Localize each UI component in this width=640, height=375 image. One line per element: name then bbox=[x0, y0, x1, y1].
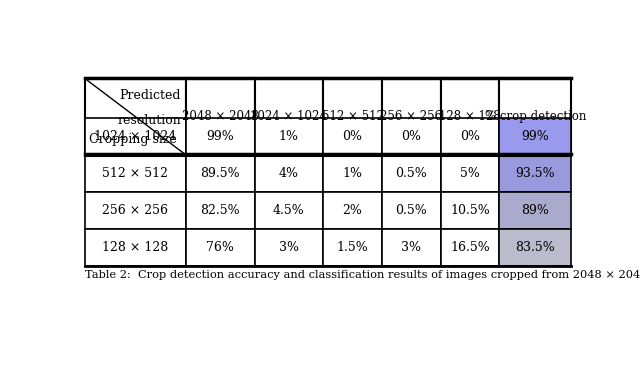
Bar bbox=[499, 78, 572, 155]
Bar bbox=[84, 118, 186, 155]
Text: 89.5%: 89.5% bbox=[200, 167, 240, 180]
Bar bbox=[84, 78, 186, 155]
Bar bbox=[499, 229, 572, 266]
Bar bbox=[186, 78, 255, 155]
Bar bbox=[382, 229, 441, 266]
Text: 128 × 128: 128 × 128 bbox=[439, 110, 501, 123]
Text: Predicted: Predicted bbox=[120, 89, 181, 102]
Bar bbox=[84, 192, 186, 229]
Text: resolution: resolution bbox=[118, 114, 181, 126]
Text: 3%: 3% bbox=[279, 241, 299, 254]
Text: 0%: 0% bbox=[342, 130, 362, 143]
Text: 2048 × 2048: 2048 × 2048 bbox=[182, 110, 259, 123]
Text: 5%: 5% bbox=[460, 167, 480, 180]
Bar bbox=[255, 155, 323, 192]
Bar bbox=[441, 192, 499, 229]
Bar bbox=[186, 192, 255, 229]
Bar bbox=[499, 118, 572, 155]
Text: 10.5%: 10.5% bbox=[450, 204, 490, 217]
Bar bbox=[499, 192, 572, 229]
Bar bbox=[441, 118, 499, 155]
Bar bbox=[84, 155, 186, 192]
Text: 256 × 256: 256 × 256 bbox=[102, 204, 168, 217]
Text: 93.5%: 93.5% bbox=[516, 167, 556, 180]
Bar bbox=[255, 78, 323, 155]
Text: 4%: 4% bbox=[279, 167, 299, 180]
Text: 4.5%: 4.5% bbox=[273, 204, 305, 217]
Bar bbox=[323, 78, 382, 155]
Text: 76%: 76% bbox=[206, 241, 234, 254]
Bar bbox=[382, 78, 441, 155]
Text: 0%: 0% bbox=[401, 130, 421, 143]
Text: 83.5%: 83.5% bbox=[516, 241, 556, 254]
Bar bbox=[441, 78, 499, 155]
Text: 82.5%: 82.5% bbox=[200, 204, 240, 217]
Bar bbox=[382, 118, 441, 155]
Bar bbox=[499, 155, 572, 192]
Text: 2%: 2% bbox=[342, 204, 362, 217]
Text: 1%: 1% bbox=[279, 130, 299, 143]
Text: 1024 × 1024: 1024 × 1024 bbox=[250, 110, 327, 123]
Text: % crop detection: % crop detection bbox=[484, 110, 586, 123]
Text: 0.5%: 0.5% bbox=[396, 204, 427, 217]
Text: Cropping size: Cropping size bbox=[90, 133, 177, 146]
Bar bbox=[323, 192, 382, 229]
Text: 3%: 3% bbox=[401, 241, 421, 254]
Text: Table 2:  Crop detection accuracy and classification results of images cropped f: Table 2: Crop detection accuracy and cla… bbox=[84, 270, 640, 280]
Bar bbox=[441, 229, 499, 266]
Text: 1.5%: 1.5% bbox=[337, 241, 369, 254]
Bar bbox=[323, 118, 382, 155]
Bar bbox=[255, 229, 323, 266]
Text: 512 × 512: 512 × 512 bbox=[102, 167, 168, 180]
Bar bbox=[186, 155, 255, 192]
Bar bbox=[323, 155, 382, 192]
Text: 99%: 99% bbox=[206, 130, 234, 143]
Bar bbox=[186, 229, 255, 266]
Bar bbox=[382, 192, 441, 229]
Text: 89%: 89% bbox=[522, 204, 549, 217]
Text: 256 × 256: 256 × 256 bbox=[380, 110, 442, 123]
Text: 1024 × 1024: 1024 × 1024 bbox=[94, 130, 177, 143]
Bar bbox=[323, 229, 382, 266]
Text: 0.5%: 0.5% bbox=[396, 167, 427, 180]
Bar bbox=[382, 155, 441, 192]
Text: 1%: 1% bbox=[342, 167, 362, 180]
Text: 16.5%: 16.5% bbox=[450, 241, 490, 254]
Text: 512 × 512: 512 × 512 bbox=[321, 110, 383, 123]
Text: 128 × 128: 128 × 128 bbox=[102, 241, 168, 254]
Bar bbox=[84, 229, 186, 266]
Bar bbox=[255, 118, 323, 155]
Text: 0%: 0% bbox=[460, 130, 480, 143]
Bar bbox=[255, 192, 323, 229]
Text: 99%: 99% bbox=[522, 130, 549, 143]
Bar bbox=[186, 118, 255, 155]
Bar bbox=[441, 155, 499, 192]
